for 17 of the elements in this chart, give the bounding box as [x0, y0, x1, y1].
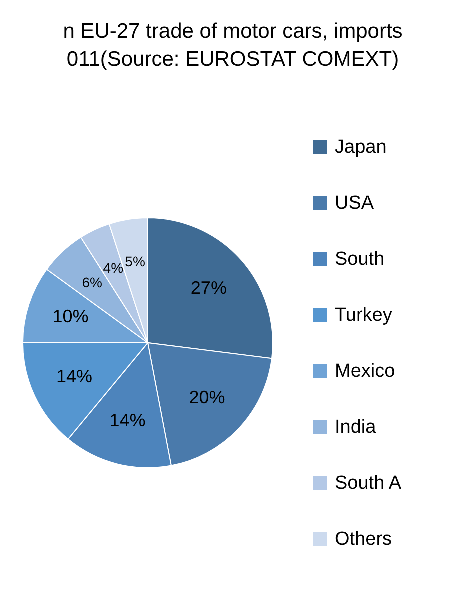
data-label: 14%: [110, 410, 146, 430]
legend-label: India: [335, 417, 377, 438]
data-label: 20%: [189, 387, 226, 408]
legend-label: Others: [335, 529, 392, 550]
legend-label: USA: [335, 193, 374, 214]
data-label: 14%: [56, 366, 92, 386]
data-label: 27%: [190, 278, 227, 298]
data-label: 6%: [82, 274, 102, 290]
legend-label: Mexico: [335, 361, 396, 382]
legend-label: Japan: [335, 137, 387, 158]
legend-label: South: [335, 249, 385, 270]
chart-title: n EU-27 trade of motor cars, imports 011(Source: EUROSTAT COMEXT): [63, 20, 403, 71]
data-label: 10%: [52, 306, 89, 327]
data-label: 5%: [125, 253, 146, 270]
legend-label: Turkey: [335, 305, 393, 326]
legend-label: South A: [335, 473, 402, 494]
data-label: 4%: [103, 260, 124, 276]
